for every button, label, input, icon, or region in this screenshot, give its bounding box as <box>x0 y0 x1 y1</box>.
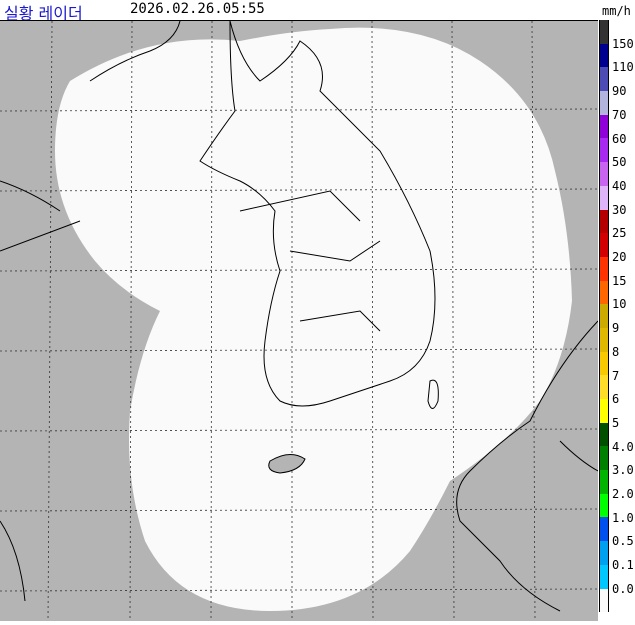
legend-color-swatch <box>599 162 609 186</box>
legend-label: 0.0 <box>612 581 634 596</box>
legend-label: 50 <box>612 155 627 170</box>
legend-color-swatch <box>599 114 609 139</box>
legend-color-swatch <box>599 304 609 328</box>
legend-color-swatch <box>599 43 609 68</box>
legend-label: 110 <box>612 60 634 75</box>
legend-color-swatch <box>599 20 609 44</box>
legend-label: 9 <box>612 321 620 336</box>
legend-color-swatch <box>599 470 609 494</box>
legend-label: 0.5 <box>612 534 634 549</box>
precipitation-legend <box>599 20 609 613</box>
legend-color-swatch <box>599 327 609 352</box>
legend-color-swatch <box>599 209 609 234</box>
legend-label: 1.0 <box>612 510 634 525</box>
legend-color-swatch <box>599 517 609 542</box>
legend-label: 4.0 <box>612 439 634 454</box>
legend-label: 7 <box>612 368 620 383</box>
radar-map[interactable] <box>0 20 599 622</box>
legend-label: 10 <box>612 297 627 312</box>
legend-label: 25 <box>612 226 627 241</box>
legend-color-swatch <box>599 375 609 399</box>
legend-color-swatch <box>599 446 609 471</box>
legend-label: 8 <box>612 344 620 359</box>
legend-label: 70 <box>612 107 627 122</box>
grid-lines <box>0 20 599 622</box>
legend-color-swatch <box>599 185 609 210</box>
legend-color-swatch <box>599 564 609 589</box>
legend-label: 30 <box>612 202 627 217</box>
legend-color-swatch <box>599 256 609 281</box>
timestamp: 2026.02.26.05:55 <box>130 1 265 17</box>
legend-label: 150 <box>612 36 634 51</box>
coastlines <box>0 20 599 612</box>
legend-color-swatch <box>599 399 609 423</box>
legend-label: 40 <box>612 178 627 193</box>
legend-color-swatch <box>599 588 609 613</box>
legend-label: 15 <box>612 273 627 288</box>
legend-label: 0.1 <box>612 558 634 573</box>
legend-label: 90 <box>612 84 627 99</box>
legend-unit: mm/h <box>602 4 631 18</box>
legend-label: 5 <box>612 415 620 430</box>
legend-color-swatch <box>599 541 609 565</box>
legend-label: 2.0 <box>612 487 634 501</box>
legend-label: 3.0 <box>612 463 634 478</box>
legend-color-swatch <box>599 493 609 518</box>
legend-color-swatch <box>599 351 609 376</box>
legend-color-swatch <box>599 91 609 115</box>
legend-color-swatch <box>599 138 609 163</box>
legend-label: 20 <box>612 250 627 264</box>
page-title: 실황 레이더 <box>4 4 83 23</box>
legend-color-swatch <box>599 280 609 305</box>
radar-coverage <box>55 27 572 611</box>
radar-map-canvas <box>0 20 599 622</box>
legend-label: 6 <box>612 392 620 407</box>
legend-color-swatch <box>599 67 609 92</box>
legend-color-swatch <box>599 422 609 447</box>
legend-color-swatch <box>599 233 609 257</box>
legend-label: 60 <box>612 131 627 146</box>
